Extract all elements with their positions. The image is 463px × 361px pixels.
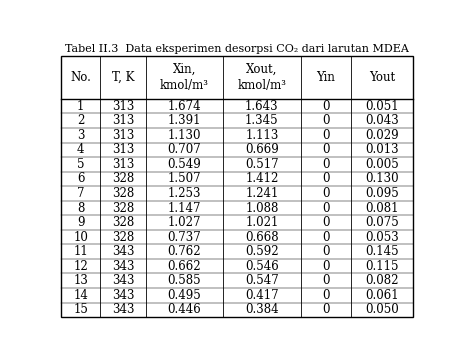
Text: 0.005: 0.005 <box>365 158 399 171</box>
Text: 0.547: 0.547 <box>245 274 279 287</box>
Text: 1.345: 1.345 <box>245 114 279 127</box>
Text: 0: 0 <box>322 187 330 200</box>
Text: 11: 11 <box>74 245 88 258</box>
Text: 0: 0 <box>322 274 330 287</box>
Text: 0: 0 <box>322 303 330 316</box>
Text: 0.669: 0.669 <box>245 143 279 156</box>
Text: 0: 0 <box>322 158 330 171</box>
Text: 0.050: 0.050 <box>365 303 399 316</box>
Text: 328: 328 <box>112 201 134 214</box>
Text: 343: 343 <box>112 274 134 287</box>
Text: 15: 15 <box>73 303 88 316</box>
Text: Tabel II.3  Data eksperimen desorpsi CO₂ dari larutan MDEA: Tabel II.3 Data eksperimen desorpsi CO₂ … <box>65 44 409 53</box>
Text: 343: 343 <box>112 289 134 302</box>
Text: 0: 0 <box>322 114 330 127</box>
Text: 8: 8 <box>77 201 84 214</box>
Text: 328: 328 <box>112 173 134 186</box>
Text: T, K: T, K <box>112 71 134 84</box>
Text: 1.507: 1.507 <box>168 173 201 186</box>
Text: 343: 343 <box>112 260 134 273</box>
Text: 328: 328 <box>112 187 134 200</box>
Text: 0: 0 <box>322 231 330 244</box>
Text: 0.668: 0.668 <box>245 231 279 244</box>
Text: 1.027: 1.027 <box>168 216 201 229</box>
Text: 10: 10 <box>73 231 88 244</box>
Text: 313: 313 <box>112 100 134 113</box>
Text: 1.643: 1.643 <box>245 100 279 113</box>
Text: 2: 2 <box>77 114 84 127</box>
Text: 313: 313 <box>112 129 134 142</box>
Text: 1.147: 1.147 <box>168 201 201 214</box>
Text: 0.115: 0.115 <box>365 260 399 273</box>
Text: 0: 0 <box>322 129 330 142</box>
Text: 0.061: 0.061 <box>365 289 399 302</box>
Text: 0: 0 <box>322 143 330 156</box>
Text: 0.130: 0.130 <box>365 173 399 186</box>
Text: 0.013: 0.013 <box>365 143 399 156</box>
Text: 313: 313 <box>112 114 134 127</box>
Text: Xout,
kmol/m³: Xout, kmol/m³ <box>238 63 287 92</box>
Text: 0.095: 0.095 <box>365 187 399 200</box>
Text: 0.417: 0.417 <box>245 289 279 302</box>
Text: 0.737: 0.737 <box>168 231 201 244</box>
Text: 1.130: 1.130 <box>168 129 201 142</box>
Text: 0: 0 <box>322 201 330 214</box>
Text: 0.053: 0.053 <box>365 231 399 244</box>
Text: 0: 0 <box>322 260 330 273</box>
Text: Yin: Yin <box>317 71 335 84</box>
Text: 0.585: 0.585 <box>168 274 201 287</box>
Text: 0: 0 <box>322 173 330 186</box>
Text: 0.495: 0.495 <box>168 289 201 302</box>
Text: 1.113: 1.113 <box>245 129 279 142</box>
Text: 5: 5 <box>77 158 85 171</box>
Text: 0.082: 0.082 <box>365 274 399 287</box>
Text: 0.592: 0.592 <box>245 245 279 258</box>
Text: 0: 0 <box>322 100 330 113</box>
Text: 7: 7 <box>77 187 85 200</box>
Text: 0.546: 0.546 <box>245 260 279 273</box>
Text: 343: 343 <box>112 245 134 258</box>
Text: 328: 328 <box>112 216 134 229</box>
Text: 13: 13 <box>73 274 88 287</box>
Text: 313: 313 <box>112 158 134 171</box>
Text: 14: 14 <box>73 289 88 302</box>
Text: 1: 1 <box>77 100 84 113</box>
Text: 0.549: 0.549 <box>168 158 201 171</box>
Text: 0.075: 0.075 <box>365 216 399 229</box>
Text: Xin,
kmol/m³: Xin, kmol/m³ <box>160 63 209 92</box>
Text: 343: 343 <box>112 303 134 316</box>
Text: 313: 313 <box>112 143 134 156</box>
Text: 0.081: 0.081 <box>365 201 399 214</box>
Text: 0: 0 <box>322 245 330 258</box>
Text: 1.674: 1.674 <box>168 100 201 113</box>
Text: 0.051: 0.051 <box>365 100 399 113</box>
Text: 0.662: 0.662 <box>168 260 201 273</box>
Text: 0.517: 0.517 <box>245 158 279 171</box>
Text: 0.762: 0.762 <box>168 245 201 258</box>
Text: 0.043: 0.043 <box>365 114 399 127</box>
Text: 1.412: 1.412 <box>245 173 279 186</box>
Text: 3: 3 <box>77 129 85 142</box>
Text: 1.241: 1.241 <box>245 187 279 200</box>
Text: 1.253: 1.253 <box>168 187 201 200</box>
Text: 0.446: 0.446 <box>168 303 201 316</box>
Text: 9: 9 <box>77 216 85 229</box>
Text: 1.088: 1.088 <box>245 201 279 214</box>
Text: 0.384: 0.384 <box>245 303 279 316</box>
Text: 0: 0 <box>322 289 330 302</box>
Text: No.: No. <box>70 71 91 84</box>
Text: 0.707: 0.707 <box>168 143 201 156</box>
Text: 0.029: 0.029 <box>365 129 399 142</box>
Text: 328: 328 <box>112 231 134 244</box>
Text: Yout: Yout <box>369 71 395 84</box>
Text: 0.145: 0.145 <box>365 245 399 258</box>
Text: 4: 4 <box>77 143 85 156</box>
Text: 0: 0 <box>322 216 330 229</box>
Text: 6: 6 <box>77 173 85 186</box>
Text: 12: 12 <box>74 260 88 273</box>
Text: 1.391: 1.391 <box>168 114 201 127</box>
Text: 1.021: 1.021 <box>245 216 279 229</box>
